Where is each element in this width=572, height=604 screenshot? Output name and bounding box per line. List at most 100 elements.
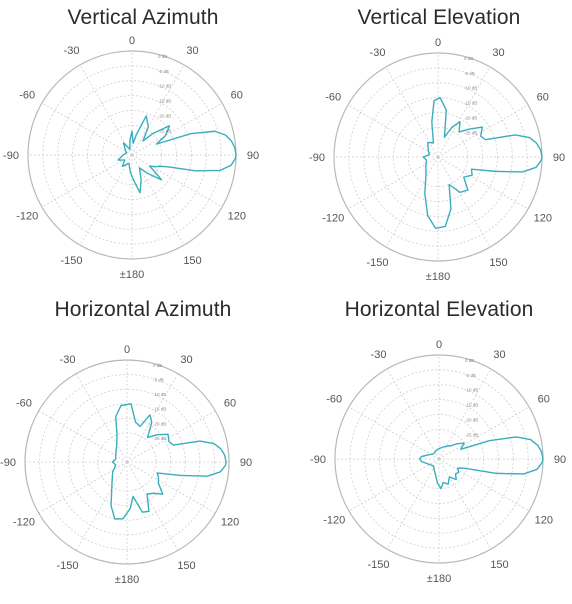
angle-tick-label: 60	[231, 90, 243, 102]
angle-tick-label: -30	[60, 354, 76, 366]
angle-tick-label: -60	[326, 394, 342, 406]
radiation-pattern-line	[418, 436, 544, 490]
angle-tick-label: ±180	[426, 271, 450, 283]
angle-tick-label: 90	[554, 454, 566, 466]
angle-tick-label: 30	[186, 45, 198, 57]
radial-tick-label: -15 dB	[153, 407, 166, 412]
radial-tick-label: 0 dB	[153, 363, 162, 368]
angle-tick-label: -30	[371, 349, 387, 361]
angle-tick-label: -150	[366, 257, 388, 269]
polar-chart: 0 dB -5 dB -10 dB -15 dB -20 dB -25 dB 0 30 60 90…	[309, 37, 565, 283]
chart-panel-vertical-elevation: Vertical Elevation 0 dB -5 dB -10 dB -15 dB…	[296, 0, 572, 302]
grid-spoke	[38, 461, 128, 514]
grid-ring	[39, 374, 215, 550]
angle-tick-label: 30	[180, 354, 192, 366]
grid-ring	[82, 417, 172, 507]
angle-tick-label: ±180	[115, 574, 139, 586]
grid-ring	[72, 95, 192, 215]
angle-tick-label: 90	[553, 152, 565, 164]
chart-title: Horizontal Azimuth	[54, 298, 232, 321]
radial-tick-label: -5 dB	[465, 373, 476, 378]
angle-tick-label: 60	[537, 92, 549, 104]
radial-tick-label: -20 dB	[158, 113, 171, 118]
angle-tick-label: -30	[370, 47, 386, 59]
angle-tick-label: -90	[309, 152, 325, 164]
grid-spoke	[126, 410, 216, 463]
grid-ring	[364, 384, 514, 534]
angle-tick-label: -120	[323, 515, 345, 527]
radial-tick-label: -5 dB	[158, 69, 169, 74]
grid-spoke	[385, 156, 439, 248]
radial-tick-label: -25 dB	[153, 436, 166, 441]
grid-spoke	[348, 458, 440, 512]
angle-tick-label: -150	[56, 560, 78, 572]
angle-tick-label: -150	[60, 255, 82, 267]
angle-tick-label: 0	[124, 344, 130, 356]
angle-tick-label: 120	[535, 515, 553, 527]
grid-spoke	[437, 66, 491, 158]
grid-spoke	[437, 156, 491, 248]
radial-tick-label: -20 dB	[465, 417, 478, 422]
grid-spoke	[347, 156, 439, 210]
chart-title: Horizontal Elevation	[344, 298, 534, 321]
grid-ring	[363, 82, 513, 232]
chart-title: Vertical Elevation	[357, 6, 521, 29]
grid-spoke	[131, 154, 185, 246]
radiation-pattern-line	[117, 115, 237, 194]
grid-ring	[378, 97, 498, 217]
grid-spoke	[79, 154, 133, 246]
radial-tick-label: -15 dB	[464, 101, 477, 106]
angle-tick-label: -30	[64, 45, 80, 57]
angle-tick-label: -60	[16, 398, 32, 410]
angle-tick-label: 150	[490, 559, 508, 571]
angle-tick-label: 90	[240, 457, 252, 469]
radial-tick-label: -25 dB	[158, 128, 171, 133]
angle-tick-label: 30	[493, 349, 505, 361]
radial-tick-label: 0 dB	[464, 56, 473, 61]
angle-tick-label: -60	[19, 90, 35, 102]
radial-tick-label: -25 dB	[464, 130, 477, 135]
angle-tick-label: -150	[367, 559, 389, 571]
radial-tick-label: 0 dB	[465, 358, 474, 363]
polar-chart: 0 dB -5 dB -10 dB -15 dB -20 dB -25 dB 0 30 60 90…	[310, 339, 566, 585]
radial-tick-label: -10 dB	[464, 86, 477, 91]
angle-tick-label: 30	[492, 47, 504, 59]
outer-ring	[24, 359, 230, 565]
angle-tick-label: 0	[129, 35, 135, 47]
polar-chart: 0 dB -5 dB -10 dB -15 dB -20 dB -25 dB 0 30 60 90…	[3, 35, 259, 281]
grid-spoke	[438, 458, 492, 550]
grid-spoke	[79, 64, 133, 156]
radial-tick-label: -15 dB	[158, 99, 171, 104]
radial-tick-label: -20 dB	[464, 115, 477, 120]
grid-spoke	[75, 461, 128, 551]
radiation-pattern-line	[422, 96, 543, 229]
grid-spoke	[131, 154, 223, 208]
angle-tick-label: -120	[13, 517, 35, 529]
radial-tick-label: -5 dB	[153, 378, 164, 383]
radial-tick-label: -5 dB	[464, 71, 475, 76]
angle-tick-label: 120	[228, 211, 246, 223]
grid-spoke	[348, 406, 440, 460]
angle-tick-label: 150	[177, 560, 195, 572]
grid-spoke	[438, 406, 530, 460]
chart-panel-vertical-azimuth: Vertical Azimuth 0 dB -5 dB -10 dB -15 dB -2…	[0, 0, 286, 302]
grid-spoke	[438, 368, 492, 460]
angle-tick-label: ±180	[427, 573, 451, 585]
grid-spoke	[347, 104, 439, 158]
grid-ring	[68, 403, 186, 521]
chart-panel-horizontal-elevation: Horizontal Elevation 0 dB -5 dB -10 dB -15 …	[296, 298, 572, 604]
grid-spoke	[41, 154, 133, 208]
angle-tick-label: 150	[183, 255, 201, 267]
angle-tick-label: -120	[16, 211, 38, 223]
angle-tick-label: 90	[247, 150, 259, 162]
radial-tick-label: 0 dB	[158, 54, 167, 59]
polar-chart: 0 dB -5 dB -10 dB -15 dB -20 dB -25 dB 0 30 60 90…	[0, 344, 252, 586]
grid-spoke	[131, 64, 185, 156]
radial-tick-label: -15 dB	[465, 403, 478, 408]
grid-spoke	[437, 156, 529, 210]
angle-tick-label: 60	[538, 394, 550, 406]
grid-spoke	[385, 66, 439, 158]
chart-title: Vertical Azimuth	[67, 6, 219, 29]
angle-tick-label: -120	[322, 213, 344, 225]
angle-tick-label: 120	[221, 517, 239, 529]
